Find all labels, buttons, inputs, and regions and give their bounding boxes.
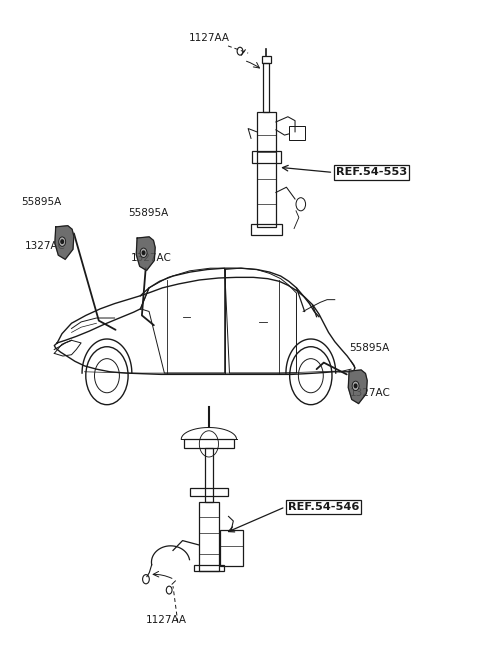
- Bar: [264, 63, 269, 112]
- Circle shape: [354, 384, 357, 388]
- Bar: [199, 502, 219, 571]
- Circle shape: [61, 240, 63, 243]
- Text: 1327AC: 1327AC: [131, 253, 172, 263]
- Bar: [289, 126, 305, 141]
- Bar: [220, 530, 243, 566]
- Bar: [205, 449, 213, 502]
- Text: 55895A: 55895A: [129, 208, 169, 218]
- Text: 1327AC: 1327AC: [350, 388, 391, 398]
- Bar: [252, 151, 281, 163]
- Text: REF.54-553: REF.54-553: [336, 168, 407, 177]
- Bar: [262, 56, 271, 63]
- Circle shape: [142, 251, 145, 254]
- Bar: [194, 564, 224, 571]
- Circle shape: [352, 381, 359, 390]
- Polygon shape: [55, 226, 74, 260]
- Circle shape: [140, 248, 147, 258]
- Bar: [251, 224, 282, 235]
- Text: REF.54-546: REF.54-546: [288, 502, 359, 512]
- Bar: [184, 440, 234, 449]
- Text: 1127AA: 1127AA: [145, 615, 186, 625]
- Bar: [257, 112, 276, 227]
- Text: 55895A: 55895A: [349, 344, 389, 353]
- Polygon shape: [136, 237, 155, 271]
- Bar: [190, 488, 228, 496]
- Circle shape: [59, 237, 66, 246]
- Text: 1327AC: 1327AC: [24, 241, 65, 251]
- Text: 55895A: 55895A: [21, 197, 61, 207]
- Text: 1127AA: 1127AA: [188, 34, 229, 43]
- Polygon shape: [348, 370, 367, 403]
